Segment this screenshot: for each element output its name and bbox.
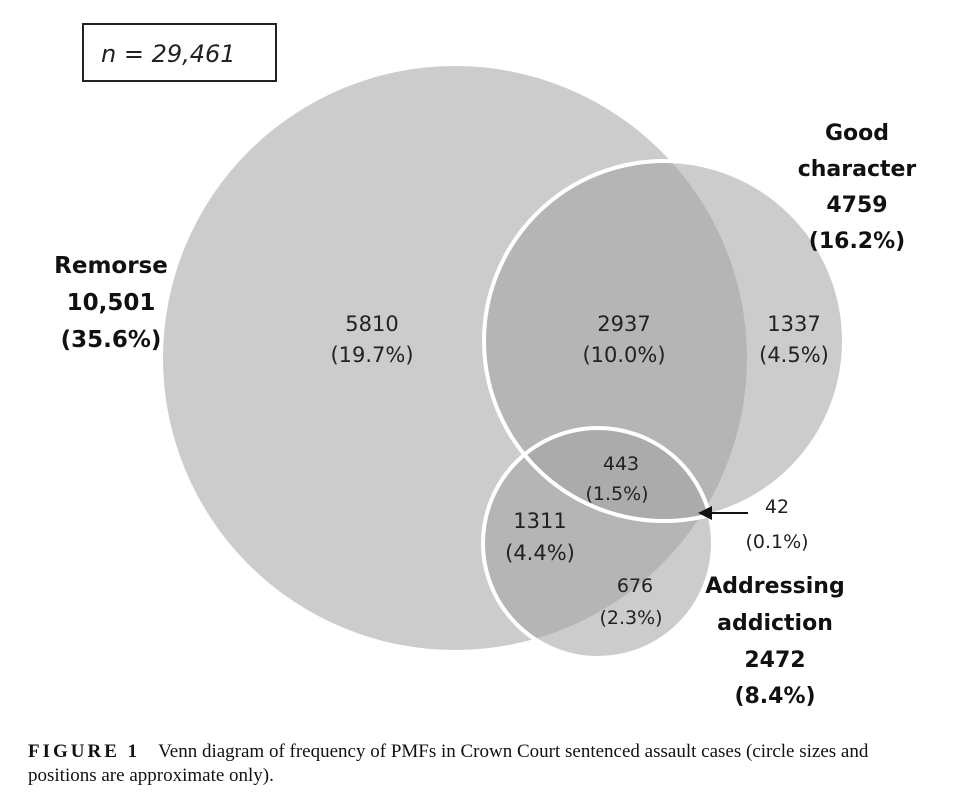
label-good-character-line1: Good (825, 121, 889, 146)
sample-size-box (82, 23, 277, 82)
label-addressing-addiction-line2: addiction (717, 611, 833, 636)
outline-good-character (482, 159, 846, 523)
region-all-three-pct: (1.5%) (585, 483, 648, 505)
label-addressing-addiction-pct: (8.4%) (734, 684, 815, 709)
callout-arrow-head (698, 506, 712, 520)
figure-caption-text: Venn diagram of frequency of PMFs in Cro… (28, 741, 869, 786)
label-good-character-pct: (16.2%) (809, 229, 905, 254)
label-addressing-addiction-line1: Addressing (705, 574, 844, 599)
label-remorse-name: Remorse (54, 253, 168, 279)
region-remorse-good-pct: (10.0%) (582, 343, 665, 367)
label-good-character-line2: character (798, 157, 917, 182)
region-all-three-count: 443 (603, 453, 639, 475)
label-good-character-count: 4759 (826, 193, 887, 218)
label-remorse-count: 10,501 (67, 290, 156, 316)
figure-caption-label: FIGURE 1 (28, 741, 141, 762)
region-remorse-only-pct: (19.7%) (330, 343, 413, 367)
region-good-only-pct: (4.5%) (759, 343, 829, 367)
outline-addressing-addiction (481, 426, 715, 660)
region-remorse-addiction-pct: (4.4%) (505, 541, 575, 565)
label-remorse-pct: (35.6%) (61, 327, 162, 353)
region-good-addiction-count: 42 (765, 496, 789, 518)
region-addiction-only-pct: (2.3%) (599, 607, 662, 629)
region-remorse-only-count: 5810 (345, 312, 398, 336)
region-good-addiction-pct: (0.1%) (745, 531, 808, 553)
label-addressing-addiction-count: 2472 (744, 648, 805, 673)
sample-size-text: n = 29,461 (101, 40, 236, 68)
circle-addressing-addiction (483, 428, 713, 658)
region-good-only-count: 1337 (767, 312, 820, 336)
region-remorse-addiction-count: 1311 (513, 509, 566, 533)
figure-caption: FIGURE 1 Venn diagram of frequency of PMF… (28, 740, 938, 788)
region-remorse-good-count: 2937 (597, 312, 650, 336)
region-addiction-only-count: 676 (617, 575, 653, 597)
